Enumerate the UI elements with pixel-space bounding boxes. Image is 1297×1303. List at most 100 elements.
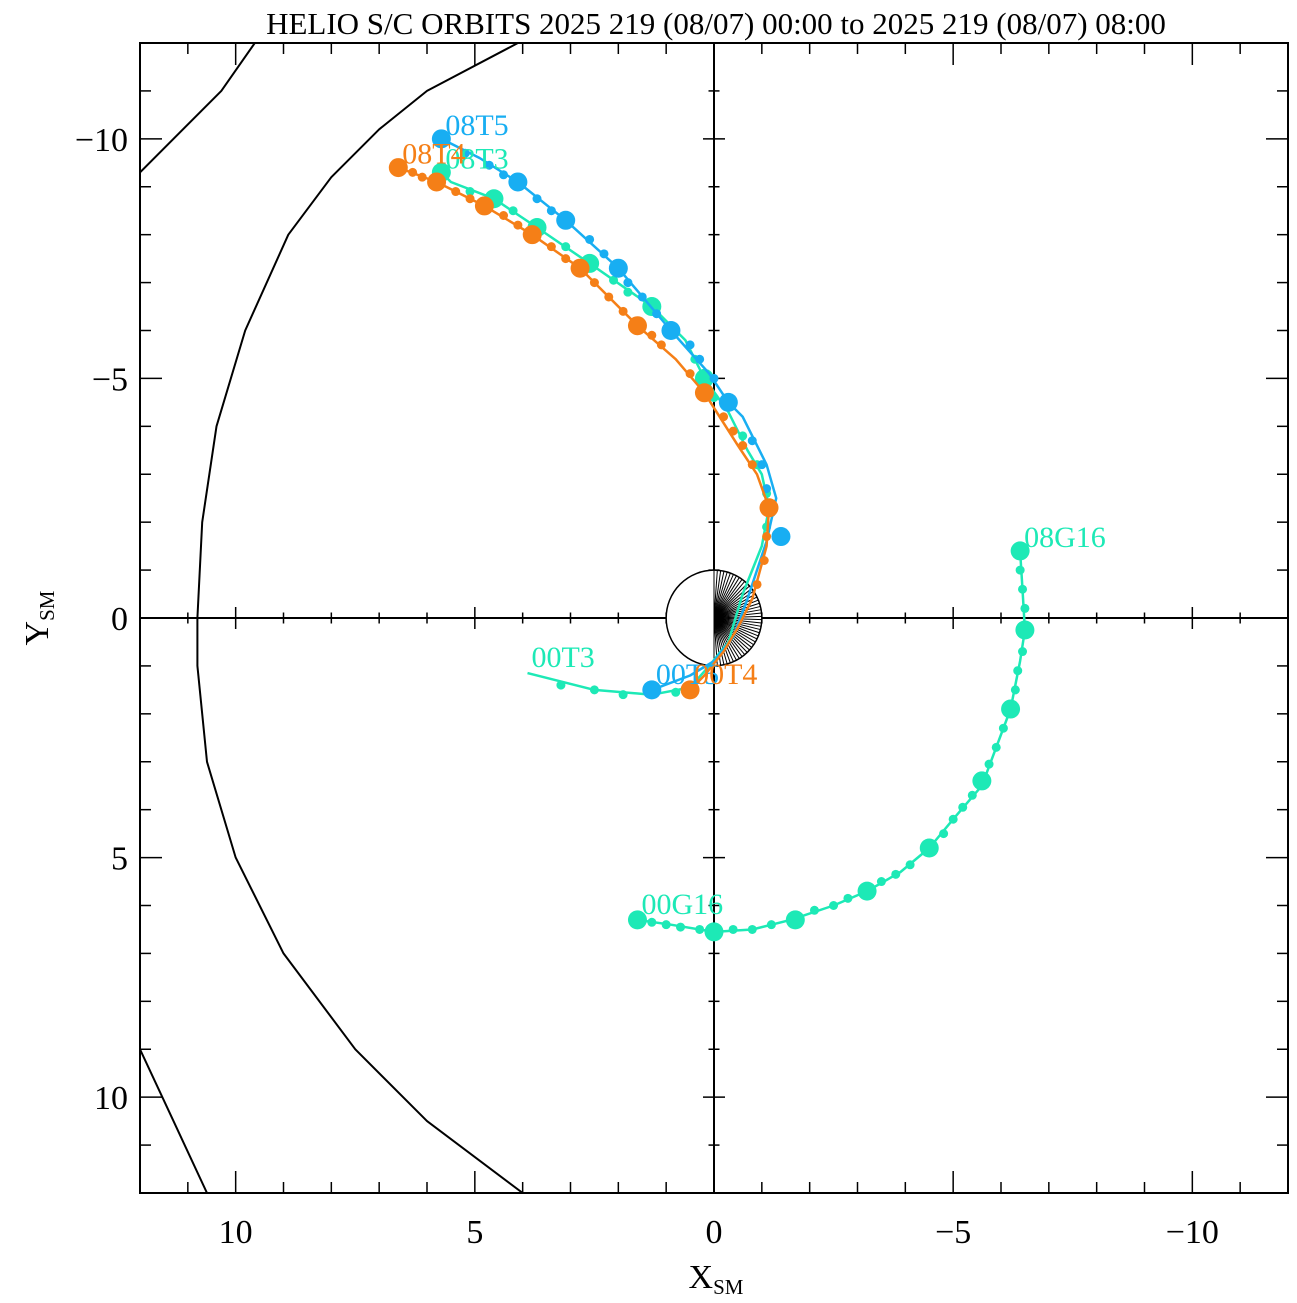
orbit-point-small (647, 917, 657, 927)
axis-tick-labels: 10 5 0 −5 −10 −10 −5 0 5 10 (75, 122, 1219, 1251)
outer-boundary (140, 43, 256, 174)
orbit-point-small (876, 877, 886, 887)
orbit-point-large (642, 680, 662, 700)
orbit-point-small (546, 206, 556, 216)
orbit-point-large (919, 838, 939, 858)
orbit-point-small (747, 436, 757, 446)
orbit-point-large (785, 910, 805, 930)
y-axis-label-main: Y (19, 621, 56, 646)
orbit-point-small (905, 860, 915, 870)
orbit-point-large (1001, 699, 1021, 719)
earth-night-hatch (713, 617, 734, 662)
start-label-t3: 00T3 (531, 641, 594, 674)
orbit-point-large (556, 210, 576, 230)
orbit-point-large (608, 258, 628, 278)
orbit-point-small (829, 901, 839, 910)
orbit-point-large (694, 383, 714, 403)
x-axis-label-main: X (689, 1259, 714, 1296)
orbit-point-small (719, 412, 729, 422)
orbit-point-small (618, 690, 628, 700)
orbit-point-small (738, 441, 748, 450)
series-t4 (388, 158, 779, 700)
orbit-point-small (561, 254, 571, 264)
orbit-point-small (556, 680, 566, 690)
orbit-point-small (589, 685, 599, 695)
orbit-point-large (427, 172, 447, 192)
y-axis-label-sub: SM (35, 590, 59, 621)
orbit-point-small (948, 814, 958, 824)
orbit-point-small (1018, 584, 1028, 594)
y-tick-label: −5 (92, 361, 128, 398)
earth-night-hatch (713, 617, 753, 648)
orbit-point-small (623, 278, 633, 288)
orbit-point-small (652, 309, 662, 319)
x-axis-label-sub: SM (713, 1275, 744, 1299)
earth-night-hatch (713, 572, 731, 619)
orbit-point-small (709, 373, 719, 383)
orbit-point-small (513, 220, 523, 230)
orbit-labels: 00T3 08T3 00T5 08T5 00T4 08T4 00G16 08G16 (402, 109, 1106, 921)
end-label-t4: 08T4 (402, 138, 465, 171)
earth-night-hatch (713, 617, 762, 624)
orbit-point-large (522, 225, 542, 245)
orbit-point-large (1015, 620, 1035, 640)
x-tick-label: −5 (935, 1214, 971, 1251)
orbit-point-large (627, 910, 647, 930)
end-label-t3: 08T3 (445, 142, 508, 175)
earth-night-hatch (713, 577, 740, 619)
start-label-t5: 00T5 (656, 658, 719, 691)
orbit-point-small (618, 306, 628, 316)
boundary-curves (140, 43, 524, 1193)
orbit-point-small (460, 148, 470, 158)
orbit-point-small (762, 532, 772, 542)
earth-night-hatch (713, 612, 762, 619)
orbit-point-small (585, 234, 595, 244)
y-axis-label: YSM (19, 590, 59, 645)
y-tick-label: 0 (111, 601, 128, 638)
x-tick-label: −10 (1166, 1214, 1219, 1251)
orbit-point-small (465, 187, 475, 197)
orbit-point-small (1013, 666, 1023, 676)
orbit-point-small (1018, 647, 1028, 657)
orbit-point-large (661, 321, 681, 340)
earth-night-hatch (713, 596, 758, 619)
earth-night-hatch (713, 588, 753, 619)
orbit-point-small (843, 893, 853, 903)
orbit-point-small (967, 790, 977, 800)
orbit-point-small (685, 340, 695, 350)
magnetopause (196, 43, 524, 1193)
orbit-point-large (680, 680, 700, 700)
x-tick-label: 0 (706, 1214, 723, 1251)
earth-night-hatch (713, 615, 762, 619)
earth-night-hatch (713, 583, 748, 619)
end-label-t5: 08T5 (445, 109, 508, 142)
orbit-point-small (508, 206, 518, 216)
orbit-point-small (891, 869, 901, 879)
orbit-point-large (570, 258, 590, 278)
orbit-point-large (972, 771, 992, 791)
orbit-point-small (747, 924, 757, 934)
orbit-point-small (417, 172, 427, 182)
orbit-point-small (695, 924, 705, 934)
orbit-point-large (508, 172, 528, 192)
orbit-point-small (546, 242, 556, 252)
earth-night-hatch (713, 617, 725, 665)
orbit-point-large (1010, 541, 1030, 561)
chart-title: HELIO S/C ORBITS 2025 219 (08/07) 00:00 … (266, 6, 1166, 41)
orbit-point-small (451, 187, 461, 197)
earth-night-hatch (713, 617, 754, 646)
orbit-point-small (623, 287, 633, 297)
orbit-point-small (757, 460, 767, 470)
earth-night-hatch (713, 571, 725, 619)
orbit-point-small (1020, 603, 1030, 613)
y-tick-label: −10 (75, 122, 128, 159)
orbit-point-small (998, 723, 1008, 733)
orbit-point-large (759, 498, 779, 518)
orbit-point-large (771, 527, 791, 547)
orbit-point-large (704, 922, 724, 942)
orbit-point-small (589, 278, 599, 288)
start-label-g16: 00G16 (641, 888, 723, 921)
orbit-point-small (465, 194, 475, 204)
orbit-point-small (532, 194, 542, 204)
y-tick-label: 10 (94, 1080, 128, 1117)
